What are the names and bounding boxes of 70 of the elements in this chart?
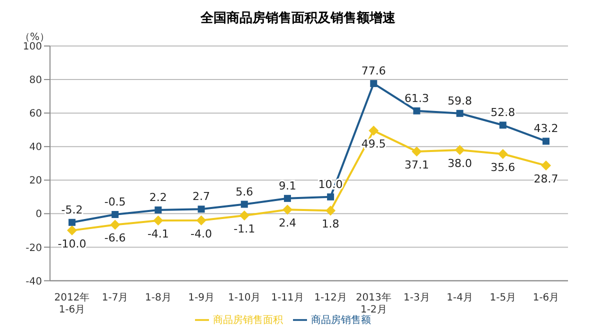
point bbox=[196, 215, 206, 226]
data-label: -5.2 bbox=[61, 203, 83, 216]
point bbox=[284, 194, 291, 202]
data-label: 61.3 bbox=[404, 92, 429, 105]
legend-label: 商品房销售面积 bbox=[213, 314, 283, 326]
data-label: -6.6 bbox=[104, 232, 126, 245]
point bbox=[368, 126, 379, 136]
point bbox=[542, 138, 550, 145]
y-tick-label: 0 bbox=[36, 209, 42, 220]
data-label: 28.7 bbox=[534, 172, 558, 186]
point bbox=[154, 206, 162, 214]
y-tick-label: -40 bbox=[26, 276, 42, 288]
x-tick-label: 1-9月 bbox=[188, 292, 214, 304]
x-tick-label: 1-4月 bbox=[446, 292, 473, 304]
data-label: 77.6 bbox=[361, 64, 386, 78]
data-label: 37.1 bbox=[404, 158, 429, 172]
point bbox=[456, 110, 464, 117]
point bbox=[370, 80, 378, 88]
data-label: 9.1 bbox=[278, 179, 296, 192]
point bbox=[454, 144, 465, 155]
data-label: -4.0 bbox=[190, 227, 212, 240]
x-tick-label: 1-11月 bbox=[271, 292, 304, 304]
x-tick-label: 2012年 1-6月 bbox=[54, 292, 90, 316]
y-tick-label: 20 bbox=[29, 176, 42, 187]
y-tick-label: 60 bbox=[29, 108, 42, 120]
x-tick-label: 1-5月 bbox=[490, 292, 516, 304]
data-label: -4.1 bbox=[147, 228, 169, 241]
y-tick-label: -20 bbox=[26, 242, 42, 254]
point bbox=[198, 206, 205, 213]
point bbox=[68, 218, 76, 226]
point bbox=[112, 211, 119, 218]
point bbox=[239, 210, 250, 221]
data-label: 2.4 bbox=[278, 216, 296, 230]
x-tick-label: 1-6月 bbox=[532, 292, 560, 304]
data-label: -0.5 bbox=[104, 196, 126, 209]
point bbox=[498, 148, 508, 159]
data-label: 52.8 bbox=[490, 106, 516, 120]
data-label: 59.8 bbox=[448, 94, 472, 108]
point bbox=[326, 206, 336, 216]
data-label: 1.8 bbox=[322, 218, 340, 231]
x-tick-label: 2013年 1-2月 bbox=[356, 292, 392, 316]
point bbox=[327, 193, 334, 200]
x-tick-label: 1-3月 bbox=[404, 292, 430, 304]
y-tick-label: 100 bbox=[22, 42, 42, 53]
x-tick-label: 1-7月 bbox=[102, 292, 128, 304]
data-label: 43.2 bbox=[534, 122, 558, 136]
y-tick-label: 40 bbox=[29, 142, 42, 154]
point bbox=[412, 146, 422, 156]
point bbox=[67, 225, 77, 236]
data-label: 38.0 bbox=[448, 156, 472, 170]
y-tick-label: 80 bbox=[29, 75, 42, 86]
point bbox=[413, 107, 420, 114]
legend-label: 商品房销售额 bbox=[311, 314, 371, 326]
y-axis-title: （%） bbox=[20, 31, 50, 43]
x-tick-label: 1-12月 bbox=[314, 292, 347, 304]
chart-title: 全国商品房销售面积及销售额增速 bbox=[200, 10, 396, 28]
point bbox=[541, 160, 551, 171]
point bbox=[282, 204, 292, 215]
data-label: -1.1 bbox=[234, 222, 256, 236]
x-tick-label: 1-8月 bbox=[145, 292, 172, 304]
point bbox=[153, 216, 164, 226]
data-label: -10.0 bbox=[58, 237, 86, 250]
point bbox=[240, 200, 248, 208]
data-label: 5.6 bbox=[236, 185, 254, 198]
point bbox=[499, 122, 506, 129]
x-tick-label: 1-10月 bbox=[228, 292, 261, 304]
point bbox=[110, 220, 120, 230]
data-label: 2.2 bbox=[149, 190, 167, 204]
data-label: 2.7 bbox=[192, 190, 210, 204]
data-label: 35.6 bbox=[490, 160, 516, 174]
